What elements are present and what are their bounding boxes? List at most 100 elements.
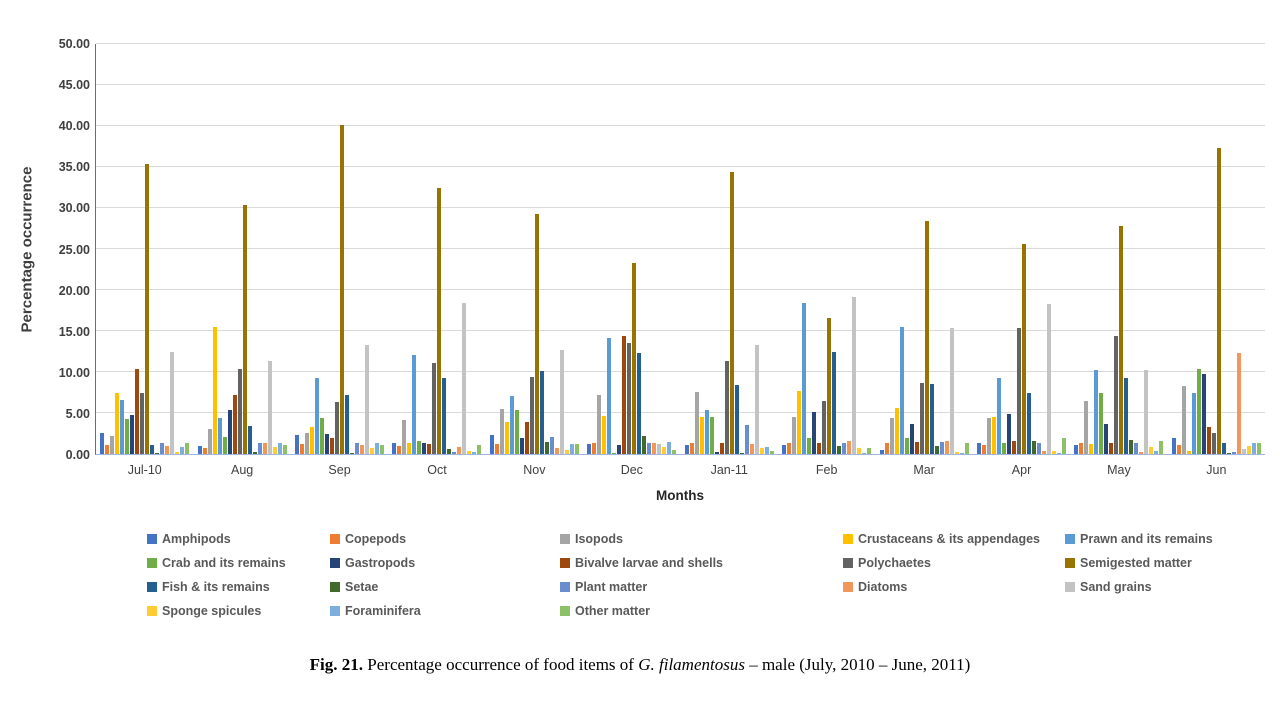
bar-plant-matter xyxy=(452,452,457,454)
bar-other-matter xyxy=(574,444,579,454)
bar-other-matter xyxy=(769,450,774,454)
bar-sponge-spicules xyxy=(759,448,764,454)
x-tick-label: Apr xyxy=(1011,463,1032,477)
y-tick-label: 15.00 xyxy=(58,324,90,339)
legend-label: Isopods xyxy=(575,531,623,546)
bar-other-matter xyxy=(1062,437,1066,454)
bar-plant-matter xyxy=(160,443,165,454)
gridline xyxy=(96,248,1265,249)
legend-swatch-icon xyxy=(147,581,157,592)
gridline xyxy=(96,371,1265,373)
bar-crab-and-its-remains xyxy=(125,418,130,454)
bar-bivalve-larvae-and-shells xyxy=(1109,443,1114,454)
legend-item-other-matter: Other matter xyxy=(560,603,843,618)
bar-crab-and-its-remains xyxy=(1196,368,1201,454)
bar-gastropods xyxy=(1201,374,1206,454)
legend-item-amphipods: Amphipods xyxy=(147,531,330,546)
bar-group-feb: Feb xyxy=(778,44,875,477)
legend-swatch-icon xyxy=(560,605,570,616)
bar-amphipods xyxy=(587,444,592,454)
bar-gastropods xyxy=(812,412,817,454)
bar-diatoms xyxy=(457,446,462,454)
bar-foraminifera xyxy=(1251,443,1256,454)
legend-swatch-icon xyxy=(330,605,340,616)
bar-sand-grains xyxy=(949,328,954,454)
bar-crab-and-its-remains xyxy=(222,436,227,454)
bar-diatoms xyxy=(944,440,949,454)
bar-plant-matter xyxy=(842,442,847,454)
bar-semigested-matter xyxy=(827,318,832,454)
bar-fish-its-remains xyxy=(1221,443,1226,454)
bar-copepods xyxy=(202,448,207,454)
legend-swatch-icon xyxy=(147,533,157,544)
bar-gastropods xyxy=(325,434,330,454)
bar-prawn-and-its-remains xyxy=(1191,393,1196,454)
legend: Amphipods Copepods Isopods Crustaceans & it… xyxy=(147,531,1267,618)
bar-other-matter xyxy=(867,448,872,454)
bar-sponge-spicules xyxy=(564,449,569,454)
legend-swatch-icon xyxy=(1065,581,1075,592)
bar-setae xyxy=(837,445,842,454)
bar-isopods xyxy=(1181,385,1186,454)
x-tick-label: Nov xyxy=(523,463,546,477)
bar-other-matter xyxy=(380,444,385,454)
legend-swatch-icon xyxy=(330,581,340,592)
bar-gastropods xyxy=(714,451,719,454)
bar-sponge-spicules xyxy=(1246,445,1251,454)
bar-polychaetes xyxy=(627,343,632,454)
caption-text: Percentage occurrence of food items of xyxy=(363,655,639,674)
bar-sand-grains xyxy=(1144,370,1149,454)
bar-gastropods xyxy=(519,437,524,454)
bar-polychaetes xyxy=(140,393,145,454)
y-tick-label: 40.00 xyxy=(58,119,90,134)
legend-item-crustaceans-its-appendages: Crustaceans & its appendages xyxy=(843,531,1065,546)
bar-fish-its-remains xyxy=(637,352,642,454)
bar-other-matter xyxy=(964,443,969,454)
bar-sand-grains xyxy=(365,344,370,454)
bar-foraminifera xyxy=(472,451,477,454)
bar-prawn-and-its-remains xyxy=(802,302,807,454)
bar-bivalve-larvae-and-shells xyxy=(427,444,432,454)
bar-polychaetes xyxy=(822,401,827,454)
bar-amphipods xyxy=(489,435,494,454)
bar-sand-grains xyxy=(852,297,857,454)
x-tick-label: May xyxy=(1107,463,1131,477)
bar-diatoms xyxy=(847,440,852,454)
bar-prawn-and-its-remains xyxy=(315,377,320,454)
bar-crab-and-its-remains xyxy=(417,440,422,454)
legend-item-plant-matter: Plant matter xyxy=(560,579,843,594)
bar-fish-its-remains xyxy=(442,377,447,454)
bar-copepods xyxy=(300,444,305,454)
legend-item-fish-its-remains: Fish & its remains xyxy=(147,579,330,594)
y-axis-tick-labels: 0.00 5.00 10.00 15.00 20.00 25.00 30.00 35.00 40… xyxy=(40,37,90,462)
bar-crustaceans-its-appendages xyxy=(894,407,899,454)
bar-crustaceans-its-appendages xyxy=(407,442,412,454)
legend-swatch-icon xyxy=(330,557,340,568)
bar-setae xyxy=(934,445,939,454)
legend-item-polychaetes: Polychaetes xyxy=(843,555,1065,570)
bar-isopods xyxy=(305,433,310,454)
bar-plant-matter xyxy=(1134,442,1139,454)
bar-polychaetes xyxy=(237,368,242,454)
bar-isopods xyxy=(889,417,894,454)
bar-fish-its-remains xyxy=(1124,377,1129,454)
bar-polychaetes xyxy=(335,402,340,454)
bar-amphipods xyxy=(1171,437,1176,454)
legend-item-setae: Setae xyxy=(330,579,560,594)
bar-copepods xyxy=(105,444,110,454)
bar-amphipods xyxy=(782,444,787,454)
bar-fish-its-remains xyxy=(150,444,155,454)
legend-item-sand-grains: Sand grains xyxy=(1065,579,1267,594)
legend-label: Gastropods xyxy=(345,555,416,570)
gridline xyxy=(96,165,1265,167)
bar-diatoms xyxy=(262,443,267,454)
bar-foraminifera xyxy=(180,447,185,454)
bar-foraminifera xyxy=(862,453,867,454)
legend-label: Amphipods xyxy=(162,531,231,546)
bar-isopods xyxy=(792,417,797,454)
bar-semigested-matter xyxy=(1022,243,1026,454)
bar-group-jan-11: Jan-11 xyxy=(681,44,778,477)
bar-polychaetes xyxy=(919,382,924,454)
legend-label: Prawn and its remains xyxy=(1080,531,1213,546)
